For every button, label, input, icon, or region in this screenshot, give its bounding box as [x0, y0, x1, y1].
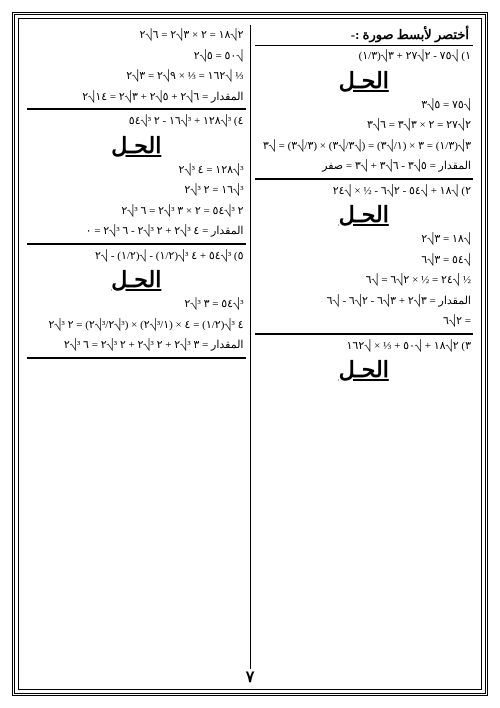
divider [255, 333, 474, 335]
right-column: أختصر لأبسط صورة :- ١) ⎷٧٥ - ٢⎷٢٧ + ٣⎷(١… [250, 25, 474, 669]
problem-3: ٣) ٢⎷١٨ + ⎷٥٠ + ⅓ × ⎷١٦٢ [255, 336, 474, 357]
answer: المقدار = ٥⎷٣ - ٦⎷٣ + ⎷٣ = صفر [255, 156, 474, 177]
answer: = ٢⎷٦ [255, 311, 474, 332]
answer: المقدار = ٤ ³⎷٢ + ٢ ³⎷٢ - ٦ ³⎷٢ = ٠ [27, 221, 246, 242]
divider [27, 357, 246, 359]
step: المقدار = ٣⎷٢ + ٣⎷٦ - ٢⎷٦ - ⎷٦ [255, 291, 474, 312]
step: ⎷٧٥ = ٥⎷٣ [255, 95, 474, 116]
answer: المقدار = ٣ ³⎷٢ + ٢ ³⎷٢ + ٢ ³⎷٢ = ٦ ³⎷٢ [27, 335, 246, 356]
solution-label: الحـل [27, 132, 246, 160]
page-number: ٧ [246, 667, 255, 687]
solution-label: الحـل [255, 201, 474, 229]
divider [255, 178, 474, 180]
step: ⅓ ⎷١٦٢ = ⅓ × ٩⎷٢ = ٣⎷٢ [27, 66, 246, 87]
divider [27, 243, 246, 245]
problem-4: ٤) ³⎷١٢٨ + ³⎷١٦ - ٢ ³⎷٥٤ [27, 111, 246, 132]
problem-2: ٢) ⎷١٨ + ⎷٥٤ - ٢⎷٦ - ½ × ⎷٢٤ [255, 181, 474, 202]
divider [27, 108, 246, 110]
left-column: ٢⎷١٨ = ٢ × ٣⎷٢ = ٦⎷٢ ⎷٥٠ = ٥⎷٢ ⅓ ⎷١٦٢ = … [27, 25, 250, 669]
step: ٢ ³⎷٥٤ = ٢ × ٣ ³⎷٢ = ٦ ³⎷٢ [27, 201, 246, 222]
solution-label: الحـل [27, 266, 246, 294]
step: ٢⎷٢٧ = ٢ × ٣⎷٣ = ٦⎷٣ [255, 115, 474, 136]
step: ٣⎷(١/٣) = ٣ × (١/⎷٣) = (⎷٣/⎷٣) × (٣/⎷٣) … [255, 136, 474, 157]
step: ⎷٥٠ = ٥⎷٢ [27, 46, 246, 67]
step: ⎷١٨ = ٣⎷٢ [255, 229, 474, 250]
step: ٢⎷١٨ = ٢ × ٣⎷٢ = ٦⎷٢ [27, 25, 246, 46]
step: ³⎷٥٤ = ٣ ³⎷٢ [27, 294, 246, 315]
problem-5: ٥) ³⎷٥٤ + ٤ ³⎷(١/٢) - ⎷(١/٢) - ⎷٢ [27, 246, 246, 267]
step: ⎷٥٤ = ٣⎷٦ [255, 250, 474, 271]
step: ٤ ³⎷(١/٢) = ٤ × (١/³⎷٢) × (³⎷٢/³⎷٢) = ٢ … [27, 315, 246, 336]
answer: المقدار = ٦⎷٢ + ٥⎷٢ + ٣⎷٢ = ١٤⎷٢ [27, 87, 246, 108]
step: ½ ⎷٢٤ = ½ × ٢⎷٦ = ⎷٦ [255, 270, 474, 291]
step: ³⎷١٢٨ = ٤ ³⎷٢ [27, 160, 246, 181]
step: ³⎷١٦ = ٢ ³⎷٢ [27, 180, 246, 201]
solution-label: الحـل [255, 67, 474, 95]
solution-label: الحـل [255, 356, 474, 384]
problem-1: ١) ⎷٧٥ - ٢⎷٢٧ + ٣⎷(١/٣) [255, 46, 474, 67]
section-header: أختصر لأبسط صورة :- [255, 25, 474, 46]
